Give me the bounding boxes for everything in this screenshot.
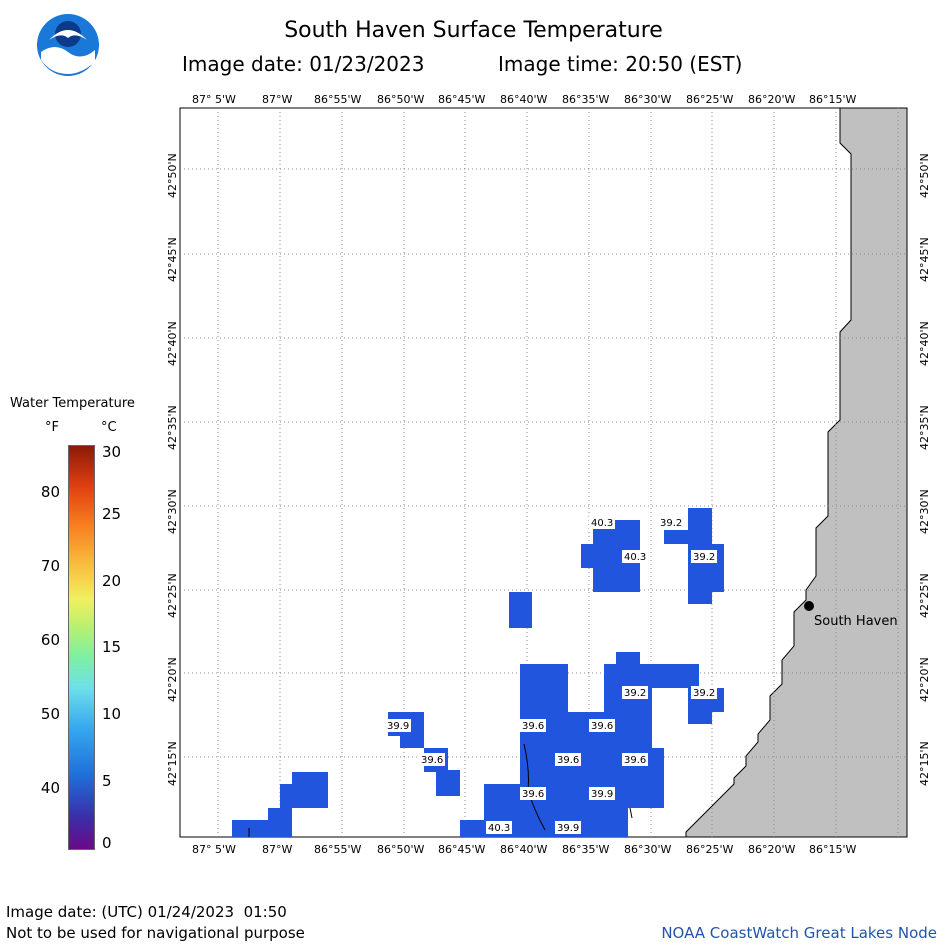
lon-labels-top: 87° 5'W 87°W 86°55'W 86°50'W 86°45'W 86°… xyxy=(192,93,857,106)
lat-label: 42°25'N xyxy=(166,573,179,618)
lon-label: 87°W xyxy=(262,843,292,856)
land-area xyxy=(685,107,908,838)
lon-label: 86°35'W xyxy=(562,93,610,106)
lon-label: 87° 5'W xyxy=(192,93,236,106)
lon-label: 86°50'W xyxy=(377,843,425,856)
lat-labels-left: 42°50'N 42°45'N 42°40'N 42°35'N 42°30'N … xyxy=(166,153,179,786)
lat-label: 42°20'N xyxy=(918,657,931,702)
lat-label: 42°30'N xyxy=(166,489,179,534)
lon-label: 86°45'W xyxy=(438,93,486,106)
lat-label: 42°45'N xyxy=(918,237,931,282)
temp-label: 39.6 xyxy=(591,721,613,732)
city-label: South Haven xyxy=(814,614,898,629)
legend-tick-f: 80 xyxy=(40,483,60,501)
lat-label: 42°45'N xyxy=(166,237,179,282)
legend-tick-c: 15 xyxy=(102,638,122,656)
lat-label: 42°25'N xyxy=(918,573,931,618)
legend-tick-c: 25 xyxy=(102,505,122,523)
lon-label: 86°20'W xyxy=(748,93,796,106)
lon-label: 86°55'W xyxy=(314,93,362,106)
temp-label: 40.3 xyxy=(591,518,613,529)
lon-label: 87° 5'W xyxy=(192,843,236,856)
lon-label: 86°55'W xyxy=(314,843,362,856)
disclaimer: Not to be used for navigational purpose xyxy=(6,924,305,942)
lon-label: 86°40'W xyxy=(500,843,548,856)
temp-label: 39.2 xyxy=(693,688,715,699)
legend-tick-c: 30 xyxy=(102,443,122,461)
temp-label: 39.6 xyxy=(522,789,544,800)
legend-tick-f: 60 xyxy=(40,631,60,649)
legend-tick-f: 70 xyxy=(40,557,60,575)
lon-label: 86°50'W xyxy=(377,93,425,106)
legend-tick-c: 20 xyxy=(102,572,122,590)
temp-label: 39.2 xyxy=(624,688,646,699)
legend-tick-f: 40 xyxy=(40,779,60,797)
lon-label: 86°25'W xyxy=(686,93,734,106)
lon-label: 86°25'W xyxy=(686,843,734,856)
image-date: Image date: 01/23/2023 xyxy=(182,52,425,76)
lat-label: 42°30'N xyxy=(918,489,931,534)
noaa-logo xyxy=(37,14,99,76)
lon-label: 86°15'W xyxy=(809,93,857,106)
lon-label: 86°35'W xyxy=(562,843,610,856)
lon-label: 86°20'W xyxy=(748,843,796,856)
lat-label: 42°35'N xyxy=(166,405,179,450)
lat-label: 42°20'N xyxy=(166,657,179,702)
temp-label: 39.9 xyxy=(387,721,409,732)
legend-unit-c: °C xyxy=(101,420,117,435)
temp-label: 39.6 xyxy=(557,755,579,766)
page-title: South Haven Surface Temperature xyxy=(284,18,663,43)
temp-label: 40.3 xyxy=(488,823,510,834)
temperature-labels: 40.3 39.2 40.3 39.2 39.2 39.2 39.9 39.6 … xyxy=(385,516,717,834)
lat-label: 42°15'N xyxy=(918,741,931,786)
lon-label: 86°15'W xyxy=(809,843,857,856)
lat-label: 42°40'N xyxy=(166,321,179,366)
color-scale-bar xyxy=(68,445,95,850)
temp-label: 39.6 xyxy=(522,721,544,732)
lat-labels-right: 42°50'N 42°45'N 42°40'N 42°35'N 42°30'N … xyxy=(918,153,931,786)
utc-image-date: Image date: (UTC) 01/24/2023 01:50 xyxy=(6,903,287,921)
lat-label: 42°15'N xyxy=(166,741,179,786)
temp-label: 39.6 xyxy=(624,755,646,766)
lon-label: 87°W xyxy=(262,93,292,106)
temp-label: 39.2 xyxy=(693,552,715,563)
temp-label: 39.6 xyxy=(421,755,443,766)
city-marker xyxy=(804,601,814,611)
temp-label: 39.9 xyxy=(557,823,579,834)
legend-tick-c: 5 xyxy=(102,772,112,790)
lon-label: 86°45'W xyxy=(438,843,486,856)
temp-label: 39.2 xyxy=(660,518,682,529)
lat-label: 42°40'N xyxy=(918,321,931,366)
legend-tick-c: 0 xyxy=(102,834,112,852)
lat-label: 42°50'N xyxy=(166,153,179,198)
temp-label: 40.3 xyxy=(624,552,646,563)
lon-label: 86°30'W xyxy=(624,843,672,856)
legend-tick-f: 50 xyxy=(40,705,60,723)
lon-labels-bottom: 87° 5'W 87°W 86°55'W 86°50'W 86°45'W 86°… xyxy=(192,843,857,856)
legend-title: Water Temperature xyxy=(10,396,135,411)
legend-unit-f: °F xyxy=(45,420,59,435)
lon-label: 86°30'W xyxy=(624,93,672,106)
temp-label: 39.9 xyxy=(591,789,613,800)
lon-label: 86°40'W xyxy=(500,93,548,106)
grid-lines xyxy=(180,108,907,837)
coastwatch-node-link[interactable]: NOAA CoastWatch Great Lakes Node xyxy=(661,924,937,942)
image-time: Image time: 20:50 (EST) xyxy=(498,52,743,76)
legend-tick-c: 10 xyxy=(102,705,122,723)
lat-label: 42°35'N xyxy=(918,405,931,450)
lat-label: 42°50'N xyxy=(918,153,931,198)
